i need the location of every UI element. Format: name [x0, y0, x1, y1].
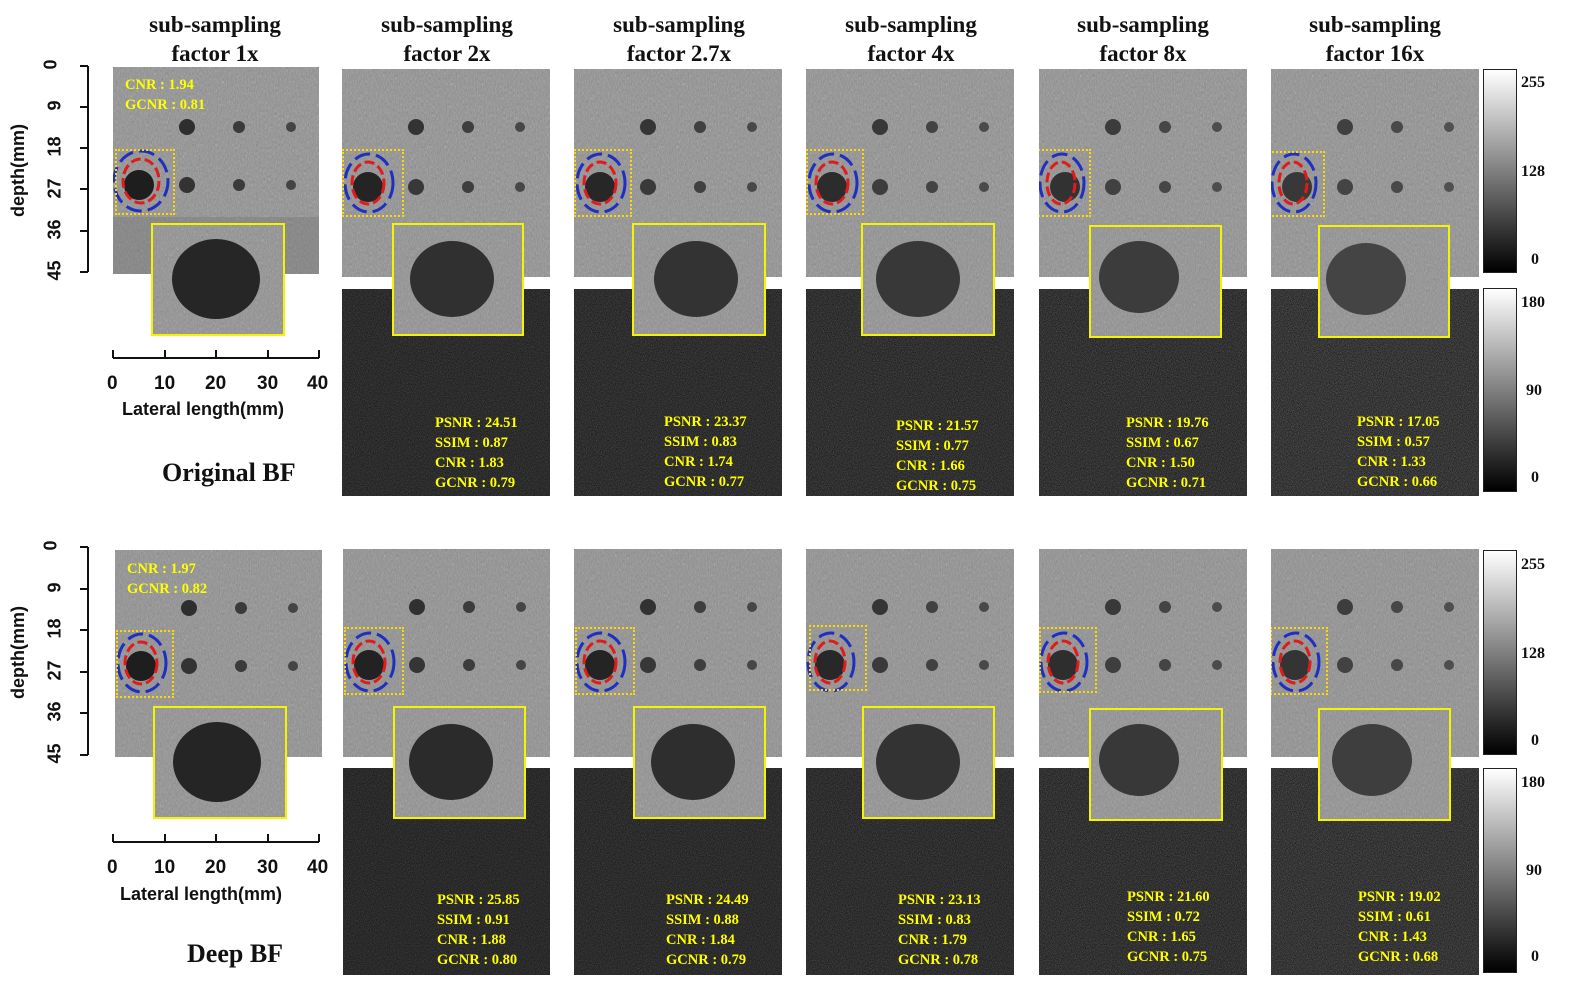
lateral-axis-label: Lateral length(mm): [122, 399, 285, 419]
colorbar-tick-label: 90: [1526, 382, 1542, 399]
lateral-tick-label: 40: [307, 857, 329, 878]
column-title-8x: sub-sampling factor 8x: [1077, 12, 1209, 66]
column-title-4x: sub-sampling factor 4x: [845, 12, 977, 66]
zoom-inset: [392, 223, 524, 336]
colorbar-tick-label: 255: [1521, 74, 1545, 91]
roi-box: [806, 149, 864, 215]
colorbar-tick-label: 0: [1531, 469, 1539, 486]
roi-box: [1039, 627, 1097, 693]
colorbar-bmode: [1483, 69, 1517, 273]
colorbar-error: [1483, 768, 1517, 973]
colorbar-tick-label: 0: [1531, 732, 1539, 749]
zoom-inset: [1089, 708, 1223, 821]
depth-tick-label: 9: [44, 582, 65, 593]
colorbar-tick-label: 180: [1521, 774, 1545, 791]
zoom-inset: [861, 223, 995, 336]
zoom-inset: [633, 706, 766, 819]
column-title-2x: sub-sampling factor 2x: [381, 12, 513, 66]
lateral-tick-label: 10: [154, 373, 176, 394]
metrics-2.7x: PSNR : 23.37 SSIM : 0.83 CNR : 1.74 GCNR…: [664, 414, 747, 490]
zoom-inset: [862, 706, 995, 819]
lateral-tick-label: 40: [307, 373, 329, 394]
zoom-inset: [1318, 225, 1450, 338]
roi-box: [574, 149, 632, 217]
roi-box: [116, 630, 174, 698]
roi-box: [344, 627, 404, 695]
lateral-tick-label: 30: [257, 857, 279, 878]
roi-box: [1271, 151, 1325, 217]
colorbar-error: [1483, 288, 1517, 492]
zoom-inset: [153, 706, 287, 819]
depth-tick-label: 45: [44, 743, 65, 764]
metrics-4x: PSNR : 21.57 SSIM : 0.77 CNR : 1.66 GCNR…: [896, 418, 979, 494]
metrics-4x: PSNR : 23.13 SSIM : 0.83 CNR : 1.79 GCNR…: [898, 892, 981, 968]
colorbar-tick-label: 0: [1531, 251, 1539, 268]
lateral-axis-row1: [112, 350, 320, 359]
roi-box: [1271, 627, 1328, 695]
zoom-inset: [151, 223, 285, 336]
lateral-tick-label: 20: [205, 373, 227, 394]
roi-box: [342, 149, 404, 217]
colorbar-bmode: [1483, 550, 1517, 755]
lateral-tick-label: 10: [154, 857, 176, 878]
zoom-inset: [393, 706, 526, 819]
depth-tick-label: 36: [44, 219, 65, 240]
metrics-16x: PSNR : 19.02 SSIM : 0.61 CNR : 1.43 GCNR…: [1358, 889, 1441, 965]
colorbar-tick-label: 128: [1521, 163, 1545, 180]
roi-box: [809, 625, 867, 691]
column-title-2.7x: sub-sampling factor 2.7x: [613, 12, 745, 66]
row-label-original-bf: Original BF: [162, 458, 296, 487]
roi-box: [115, 149, 175, 215]
depth-tick-label: 45: [44, 260, 65, 281]
lateral-tick-label: 20: [205, 857, 227, 878]
colorbar-tick-label: 128: [1521, 645, 1545, 662]
column-title-16x: sub-sampling factor 16x: [1309, 12, 1441, 66]
reference-metrics: CNR : 1.97 GCNR : 0.82: [127, 561, 208, 597]
colorbar-tick-label: 255: [1521, 556, 1545, 573]
depth-tick-label: 27: [44, 178, 65, 199]
roi-box: [1039, 149, 1091, 217]
colorbar-tick-label: 0: [1531, 948, 1539, 965]
depth-axis-label: depth(mm): [8, 124, 28, 217]
roi-box: [575, 627, 635, 695]
lateral-tick-label: 0: [107, 373, 118, 394]
depth-axis-label: depth(mm): [8, 606, 28, 699]
lateral-tick-label: 30: [257, 373, 279, 394]
colorbar-tick-label: 90: [1526, 862, 1542, 879]
depth-tick-label: 9: [44, 100, 65, 111]
depth-tick-label: 36: [44, 701, 65, 722]
lateral-axis-label: Lateral length(mm): [120, 884, 283, 904]
depth-tick-label: 18: [44, 136, 65, 157]
depth-tick-label: 18: [44, 618, 65, 639]
metrics-2.7x: PSNR : 24.49 SSIM : 0.88 CNR : 1.84 GCNR…: [666, 892, 749, 968]
metrics-8x: PSNR : 21.60 SSIM : 0.72 CNR : 1.65 GCNR…: [1127, 889, 1210, 965]
depth-tick-label: 27: [44, 660, 65, 681]
metrics-2x: PSNR : 24.51 SSIM : 0.87 CNR : 1.83 GCNR…: [435, 415, 518, 491]
depth-tick-label: 0: [40, 540, 61, 551]
metrics-16x: PSNR : 17.05 SSIM : 0.57 CNR : 1.33 GCNR…: [1357, 414, 1440, 490]
lateral-axis-row2: [112, 834, 320, 843]
lateral-tick-label: 0: [107, 857, 118, 878]
reference-metrics: CNR : 1.94 GCNR : 0.81: [125, 77, 206, 113]
metrics-8x: PSNR : 19.76 SSIM : 0.67 CNR : 1.50 GCNR…: [1126, 415, 1209, 491]
colorbar-tick-label: 180: [1521, 294, 1545, 311]
error-image-2x: PSNR : 24.51 SSIM : 0.87 CNR : 1.83 GCNR…: [342, 289, 550, 496]
depth-axis-row1: [80, 65, 89, 273]
metrics-2x: PSNR : 25.85 SSIM : 0.91 CNR : 1.88 GCNR…: [437, 892, 520, 968]
zoom-inset: [632, 223, 766, 336]
column-title-1x: sub-sampling factor 1x: [149, 12, 281, 66]
bmode-image-reference: CNR : 1.97 GCNR : 0.82: [115, 550, 322, 757]
row-label-deep-bf: Deep BF: [187, 939, 284, 968]
zoom-inset: [1089, 225, 1222, 338]
depth-axis-row2: [80, 546, 89, 756]
depth-tick-label: 0: [40, 59, 61, 70]
zoom-inset: [1318, 708, 1451, 821]
